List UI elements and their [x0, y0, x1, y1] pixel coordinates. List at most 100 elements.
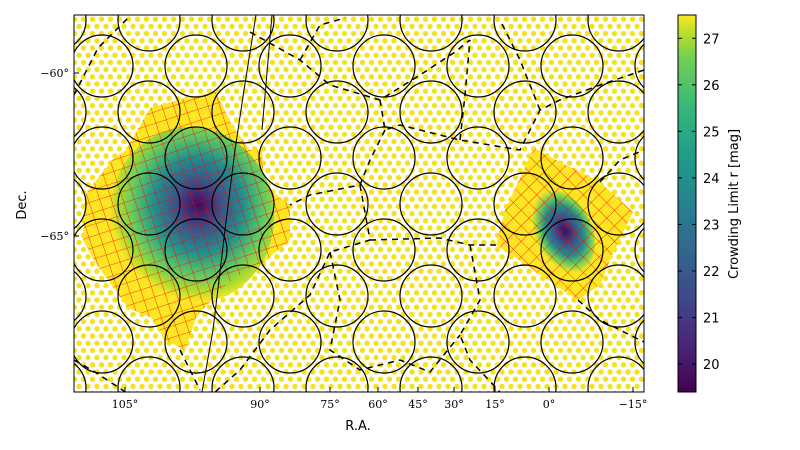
pointing-dot: [427, 282, 433, 289]
pointing-dot: [593, 347, 600, 354]
pointing-dot: [431, 30, 438, 37]
pointing-dot: [684, 405, 689, 410]
pointing-dot: [166, 9, 171, 14]
pointing-dot: [566, 74, 573, 80]
pointing-dot: [157, 398, 162, 403]
pointing-dot: [314, 131, 321, 138]
pointing-dot: [391, 167, 397, 174]
pointing-dot: [364, 413, 369, 418]
pointing-dot: [220, 95, 226, 102]
pointing-dot: [233, 102, 240, 109]
pointing-dot: [215, 30, 222, 37]
pointing-dot: [166, 398, 171, 403]
pointing-dot: [341, 304, 348, 310]
pointing-dot: [373, 182, 379, 188]
pointing-dot: [269, 59, 276, 66]
pointing-dot: [666, 348, 671, 353]
pointing-dot: [476, 333, 483, 339]
pointing-dot: [526, 413, 531, 418]
pointing-dot: [539, 117, 546, 123]
pointing-dot: [513, 405, 518, 410]
pointing-dot: [562, 354, 568, 361]
pointing-dot: [521, 275, 528, 282]
pointing-dot: [368, 333, 375, 339]
pointing-dot: [526, 268, 532, 274]
pointing-dot: [638, 203, 644, 210]
pointing-dot: [616, 81, 622, 87]
pointing-dot: [287, 347, 294, 354]
pointing-dot: [328, 311, 334, 318]
pointing-dot: [472, 52, 478, 58]
pointing-dot: [341, 30, 348, 37]
pointing-dot: [400, 167, 406, 174]
pointing-dot: [211, 81, 217, 87]
pointing-dot: [431, 246, 438, 253]
pointing-dot: [404, 304, 411, 310]
pointing-dot: [350, 203, 357, 210]
pointing-dot: [445, 110, 451, 116]
pointing-dot: [148, 38, 154, 44]
pointing-dot: [368, 261, 375, 267]
pointing-dot: [341, 189, 348, 195]
pointing-dot: [238, 38, 244, 44]
pointing-dot: [337, 110, 343, 116]
pointing-dot: [94, 427, 99, 432]
pointing-dot: [661, 254, 666, 259]
pointing-dot: [422, 131, 429, 138]
pointing-dot: [584, 304, 591, 310]
pointing-dot: [544, 38, 550, 44]
pointing-dot: [386, 146, 393, 152]
pointing-dot: [287, 275, 294, 282]
pointing-dot: [314, 246, 321, 253]
pointing-dot: [319, 124, 325, 130]
pointing-dot: [580, 326, 586, 332]
pointing-dot: [215, 376, 222, 382]
pointing-dot: [305, 74, 312, 80]
footprint-circle: [164, 218, 228, 282]
pointing-dot: [112, 297, 118, 303]
pointing-dot: [305, 333, 312, 339]
pointing-dot: [364, 52, 370, 58]
pointing-dot: [427, 66, 433, 73]
pointing-dot: [287, 74, 294, 80]
pointing-dot: [526, 427, 531, 432]
pointing-dot: [449, 88, 456, 94]
pointing-dot: [116, 45, 123, 51]
pointing-dot: [476, 160, 483, 166]
pointing-dot: [328, 124, 334, 130]
pointing-dot: [494, 102, 501, 109]
pointing-dot: [310, 196, 316, 202]
pointing-dot: [670, 355, 675, 360]
pointing-dot: [670, 225, 675, 230]
pointing-dot: [161, 16, 168, 22]
pointing-dot: [454, 138, 460, 145]
pointing-dot: [512, 117, 519, 123]
pointing-dot: [657, 333, 662, 338]
pointing-dot: [283, 354, 289, 361]
pointing-dot: [382, 52, 388, 58]
pointing-dot: [512, 30, 519, 37]
pointing-dot: [589, 23, 595, 30]
pointing-dot: [301, 427, 306, 432]
pointing-dot: [287, 16, 294, 22]
pointing-dot: [409, 369, 415, 375]
pointing-dot: [688, 413, 693, 418]
pointing-dot: [611, 189, 618, 195]
pointing-dot: [661, 110, 666, 115]
pointing-dot: [418, 254, 424, 260]
pointing-dot: [409, 38, 415, 44]
pointing-dot: [481, 110, 487, 116]
pointing-dot: [485, 304, 492, 310]
pointing-dot: [170, 59, 177, 66]
pointing-dot: [359, 131, 366, 138]
pointing-dot: [400, 383, 406, 390]
pointing-dot: [468, 405, 473, 410]
pointing-dot: [602, 160, 609, 166]
pointing-dot: [490, 138, 496, 145]
pointing-dot: [625, 66, 631, 73]
pointing-dot: [89, 30, 96, 37]
pointing-dot: [548, 30, 555, 37]
pointing-dot: [499, 210, 505, 217]
pointing-dot: [94, 340, 100, 346]
pointing-dot: [657, 175, 662, 180]
